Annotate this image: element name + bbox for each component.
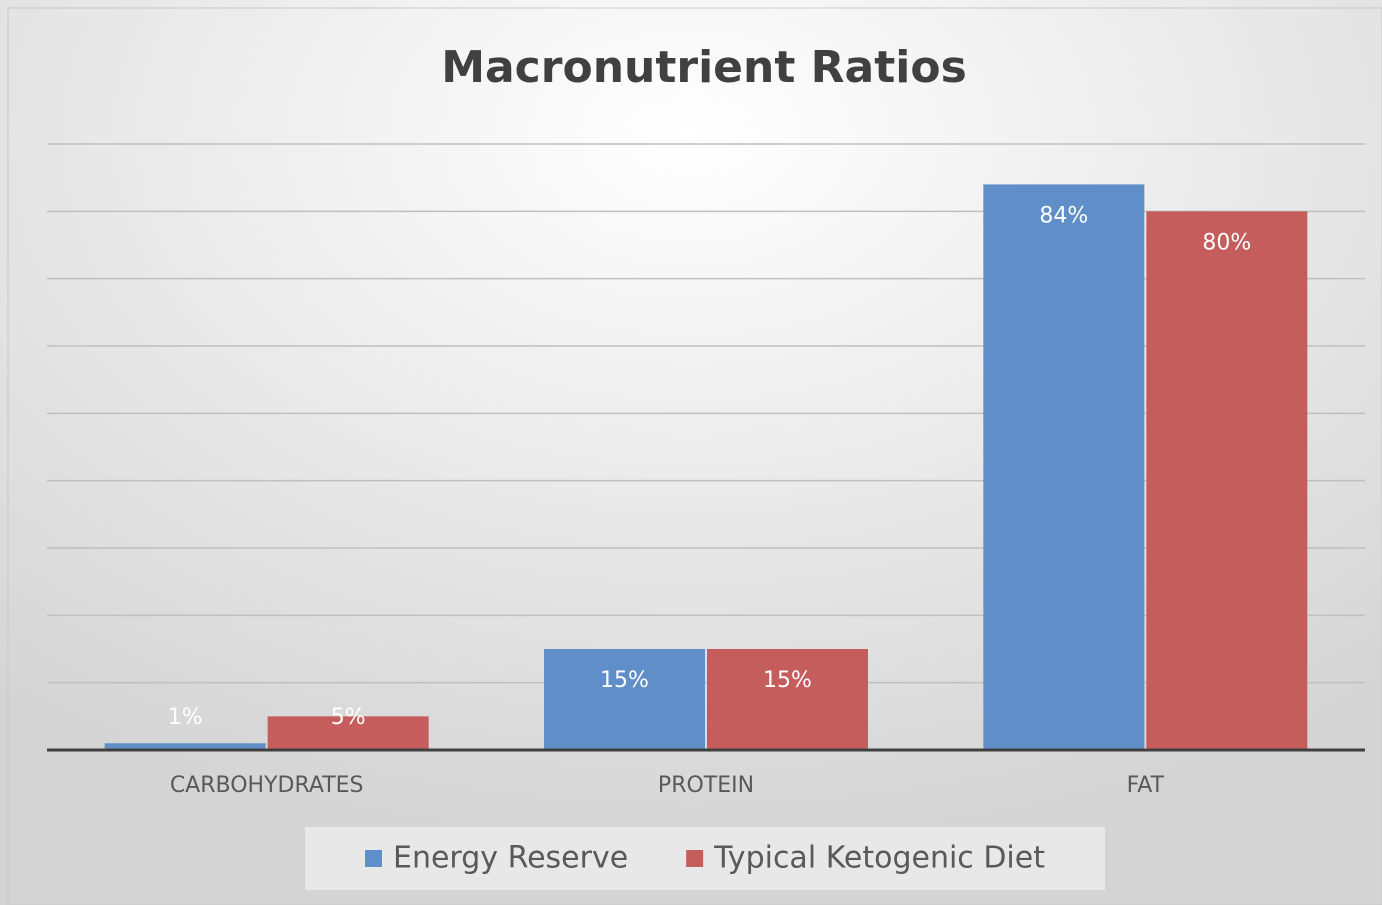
data-label: 84% — [1039, 203, 1088, 228]
bar — [104, 743, 266, 750]
legend-label: Energy Reserve — [393, 841, 628, 876]
legend-swatch — [365, 850, 382, 867]
data-label: 80% — [1202, 230, 1251, 255]
data-label: 1% — [168, 705, 203, 730]
bar — [707, 649, 868, 750]
legend-label: Typical Ketogenic Diet — [713, 841, 1045, 876]
legend-swatch — [686, 850, 704, 867]
bar — [983, 184, 1145, 750]
x-tick-label: CARBOHYDRATES — [170, 773, 364, 798]
x-tick-label: FAT — [1127, 773, 1165, 798]
legend-box — [305, 827, 1105, 890]
bar — [544, 649, 705, 750]
data-label: 15% — [600, 668, 649, 693]
bar — [1146, 211, 1308, 751]
frame — [7, 7, 1382, 905]
x-tick-label: PROTEIN — [658, 773, 754, 798]
data-label: 5% — [331, 705, 366, 730]
data-label: 15% — [763, 668, 812, 693]
bar — [267, 716, 429, 750]
chart-title: Macronutrient Ratios — [441, 42, 967, 93]
